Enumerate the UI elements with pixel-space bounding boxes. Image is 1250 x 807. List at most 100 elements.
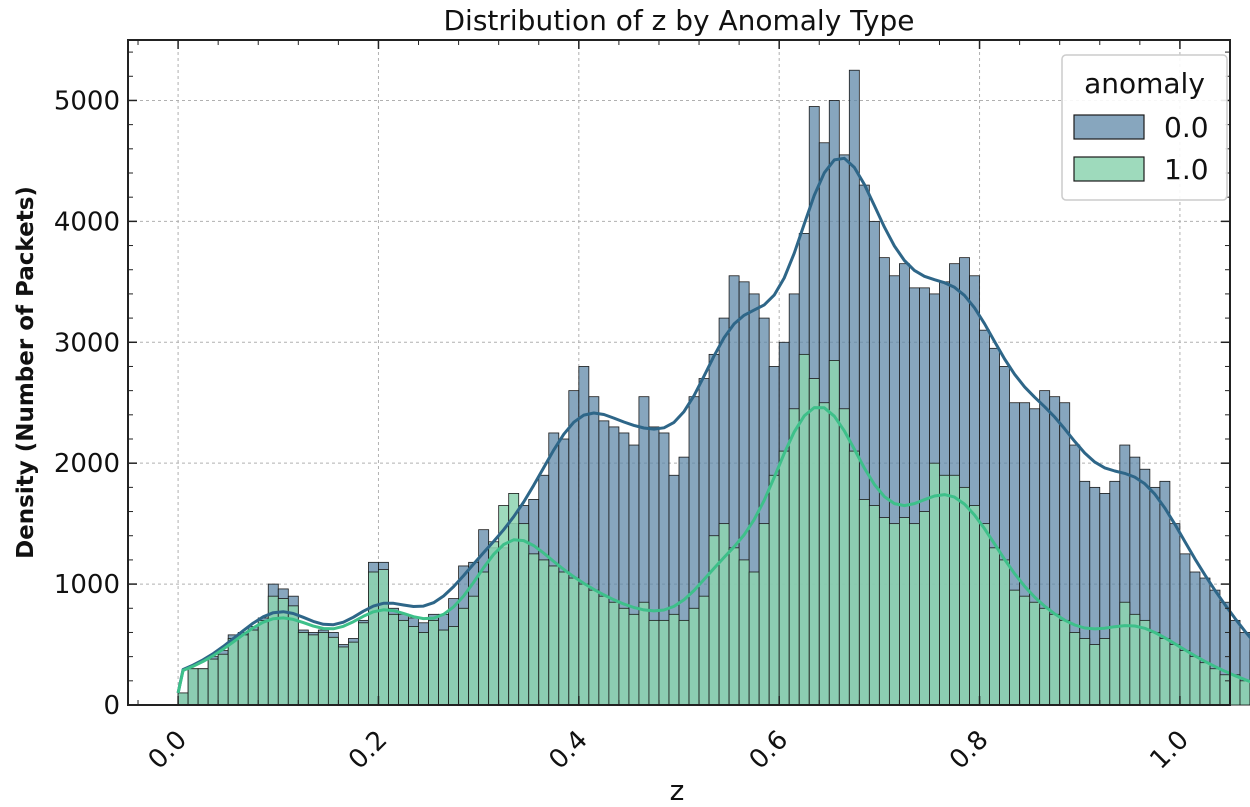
y-tick-label: 3000 <box>54 328 120 358</box>
histogram-bar <box>317 632 329 706</box>
histogram-bar <box>187 668 199 706</box>
histogram-bar <box>668 613 680 706</box>
histogram-bar <box>568 577 580 706</box>
histogram-bar <box>1229 674 1241 706</box>
histogram-bar <box>197 668 209 706</box>
kde-line-0.0 <box>176 156 1250 694</box>
y-tick-label: 2000 <box>54 449 120 479</box>
histogram-bar <box>257 619 269 706</box>
histogram-bar <box>458 607 470 706</box>
histogram-bar <box>738 559 750 706</box>
histogram-bar <box>929 462 940 706</box>
histogram-bar <box>478 571 490 706</box>
histogram-bar <box>618 607 630 706</box>
histogram-bar <box>728 547 740 706</box>
histogram-bar <box>888 523 900 706</box>
histogram-bar <box>708 535 720 706</box>
x-tick-label: 0.0 <box>143 725 193 775</box>
histogram-bar <box>518 523 530 706</box>
histogram-bar <box>868 505 880 706</box>
histogram-bar <box>548 565 560 706</box>
histogram-bar <box>758 523 770 706</box>
histogram-bar <box>919 511 930 706</box>
histogram-bar <box>608 601 620 706</box>
histogram-bar <box>858 499 870 706</box>
histogram-bar <box>899 517 910 706</box>
histogram-bar <box>428 619 439 706</box>
chart-title: Distribution of z by Anomaly Type <box>443 4 914 37</box>
histogram-bar <box>989 547 1000 706</box>
histogram-bar <box>1049 613 1061 706</box>
histogram-bar <box>1149 632 1161 706</box>
histogram-bar <box>818 402 830 706</box>
histogram-bar <box>698 595 710 706</box>
histogram-bar <box>1089 644 1101 706</box>
y-tick-label: 5000 <box>54 86 120 116</box>
histogram-bar <box>1219 674 1231 706</box>
histogram-bar <box>538 559 550 706</box>
x-axis-label: z <box>670 774 685 807</box>
histogram-bar <box>1019 595 1031 706</box>
histogram-bar <box>939 474 950 706</box>
histogram-bar <box>718 523 730 706</box>
histogram-bar <box>297 632 309 706</box>
histogram-bar <box>358 622 369 706</box>
histogram-bar <box>1009 589 1021 706</box>
histogram-bar <box>1039 607 1051 706</box>
x-tick-label: 0.2 <box>343 725 393 775</box>
series-1.0-bars <box>177 353 1250 706</box>
histogram-bar <box>277 598 289 706</box>
histogram-bar <box>378 569 389 706</box>
histogram-bar <box>638 601 650 706</box>
histogram-bar <box>388 613 399 706</box>
y-tick-label: 4000 <box>54 207 120 237</box>
histogram-bar <box>347 641 359 706</box>
histogram-bar <box>1109 626 1121 706</box>
histogram-bar <box>337 646 349 706</box>
histogram-bar <box>408 626 419 706</box>
histogram-bar <box>768 474 780 706</box>
histogram-bar <box>788 408 800 706</box>
histogram-bar <box>227 638 239 706</box>
histogram-bar <box>979 523 990 706</box>
histogram-bar <box>488 541 500 706</box>
x-tick-label: 0.6 <box>744 725 794 775</box>
x-tick-label: 0.8 <box>944 725 994 775</box>
histogram-bar <box>808 378 820 706</box>
histogram-bar <box>1179 650 1191 706</box>
histogram-bar <box>1199 662 1211 706</box>
plot-frame <box>127 39 1231 706</box>
histogram-bar <box>528 553 540 706</box>
legend-swatch-0.0 <box>1073 114 1145 140</box>
x-tick-label: 0.4 <box>543 725 593 775</box>
histogram-bar <box>959 486 970 706</box>
y-axis-label: Density (Number of Packets) <box>13 186 39 559</box>
histogram-bar <box>247 629 259 706</box>
histogram-bar <box>1029 601 1041 706</box>
histogram-bar <box>468 595 480 706</box>
histogram-bar <box>798 353 810 706</box>
legend: anomaly 0.0 1.0 <box>1061 54 1228 201</box>
histogram-bar <box>578 583 590 706</box>
histogram-bar <box>1159 638 1171 706</box>
histogram-bar <box>177 692 189 706</box>
histogram-bar <box>588 589 600 706</box>
y-tick-label: 0 <box>103 691 120 721</box>
legend-title: anomaly <box>1084 67 1205 100</box>
histogram-bar <box>688 607 700 706</box>
histogram-bar <box>1189 656 1201 706</box>
histogram-bar <box>1119 601 1131 706</box>
histogram-bar <box>748 571 760 706</box>
histogram-bar <box>648 619 660 706</box>
histogram-bar <box>448 626 459 706</box>
histogram-bar <box>327 636 339 706</box>
y-tick-label: 1000 <box>54 570 120 600</box>
histogram-bar <box>1239 680 1250 706</box>
histogram-bar <box>678 619 690 706</box>
histogram-bar <box>1059 619 1071 706</box>
histogram-bar <box>1169 644 1181 706</box>
legend-label-1.0: 1.0 <box>1164 153 1209 186</box>
histogram-bar <box>838 408 850 706</box>
histogram-bar <box>1079 638 1091 706</box>
